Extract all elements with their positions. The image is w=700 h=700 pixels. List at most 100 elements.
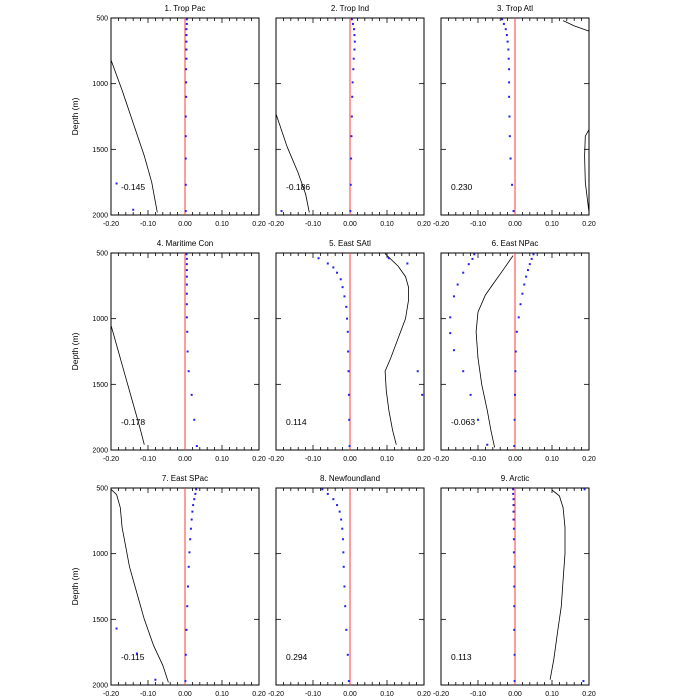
data-point [345, 305, 348, 308]
data-point [512, 518, 515, 521]
x-tick-label: 0.10 [380, 221, 394, 228]
series-curve [110, 325, 145, 445]
data-point [583, 488, 586, 491]
data-point [505, 34, 508, 37]
data-point [349, 183, 352, 186]
data-point [185, 257, 188, 260]
x-tick-label: 0.10 [380, 691, 394, 698]
data-point [512, 527, 515, 530]
data-point [191, 510, 194, 513]
data-point [185, 68, 188, 71]
data-point [332, 266, 335, 269]
x-tick-label: -0.10 [305, 691, 321, 698]
x-tick-label: 0.00 [343, 691, 357, 698]
series-curve [475, 255, 514, 448]
data-point [115, 182, 118, 185]
x-tick-label: 0.20 [582, 691, 596, 698]
panel-title: 7. East SPac [162, 474, 208, 483]
data-point [184, 135, 187, 138]
data-point [469, 393, 472, 396]
data-point [525, 275, 528, 278]
data-point [530, 257, 533, 260]
correlation-label: 0.114 [286, 417, 307, 427]
y-tick-label: 500 [96, 16, 108, 23]
data-point [154, 678, 157, 681]
data-point [512, 492, 515, 495]
data-point [194, 492, 197, 495]
data-point [467, 263, 470, 266]
x-tick-label: 0.10 [215, 691, 229, 698]
data-point [190, 393, 193, 396]
data-point [185, 95, 188, 98]
data-point [512, 538, 515, 541]
data-point [515, 330, 518, 333]
data-point [452, 349, 455, 352]
data-point [512, 510, 515, 513]
data-point [471, 257, 474, 260]
data-point [507, 57, 510, 60]
data-point [509, 157, 512, 160]
data-point [185, 292, 188, 295]
panel-title: 6. East NPac [492, 239, 539, 248]
data-point [351, 22, 354, 25]
data-point [189, 527, 192, 530]
x-tick-label: -0.10 [305, 221, 321, 228]
data-point [353, 48, 356, 51]
data-point [521, 292, 524, 295]
data-point [185, 253, 188, 256]
correlation-label: 0.113 [451, 652, 472, 662]
data-point [184, 183, 187, 186]
data-point [195, 488, 198, 491]
data-point [346, 330, 349, 333]
data-point [187, 565, 190, 568]
x-tick-label: -0.20 [103, 221, 119, 228]
x-tick-label: 0.20 [582, 456, 596, 463]
data-point [342, 565, 345, 568]
data-point [526, 269, 529, 272]
data-point [504, 28, 507, 31]
x-tick-label: 0.20 [417, 221, 431, 228]
data-point [347, 393, 350, 396]
correlation-label: -0.063 [451, 417, 475, 427]
data-point [349, 210, 352, 213]
x-tick-label: -0.20 [103, 456, 119, 463]
data-point [523, 283, 526, 286]
data-point [195, 445, 198, 448]
series-curve [549, 489, 566, 680]
data-point [185, 303, 188, 306]
data-point [341, 286, 344, 289]
data-point [528, 263, 531, 266]
data-point [473, 253, 476, 256]
data-point [508, 135, 511, 138]
data-point [352, 57, 355, 60]
data-point [507, 48, 510, 51]
x-tick-label: -0.20 [268, 456, 284, 463]
data-point [186, 350, 189, 353]
data-point [513, 653, 516, 656]
series-curve [384, 253, 409, 445]
panel-title: 4. Maritime Con [157, 239, 213, 248]
data-point [350, 115, 353, 118]
data-point [462, 271, 465, 274]
data-point [514, 370, 517, 373]
data-point [336, 504, 339, 507]
data-point [185, 34, 188, 37]
data-point [350, 135, 353, 138]
x-tick-label: 0.00 [178, 221, 192, 228]
data-point [486, 443, 489, 446]
x-tick-label: -0.20 [433, 691, 449, 698]
x-tick-label: -0.20 [433, 456, 449, 463]
data-point [351, 81, 354, 84]
x-tick-label: 0.10 [380, 456, 394, 463]
series-curve [110, 59, 158, 213]
data-point [189, 538, 192, 541]
correlation-label: 0.294 [286, 652, 308, 662]
data-point [339, 278, 342, 281]
y-tick-label: 1000 [92, 81, 108, 88]
y-tick-label: 1500 [92, 382, 108, 389]
data-point [185, 81, 188, 84]
data-point [352, 68, 355, 71]
data-point [508, 81, 511, 84]
data-point [190, 518, 193, 521]
